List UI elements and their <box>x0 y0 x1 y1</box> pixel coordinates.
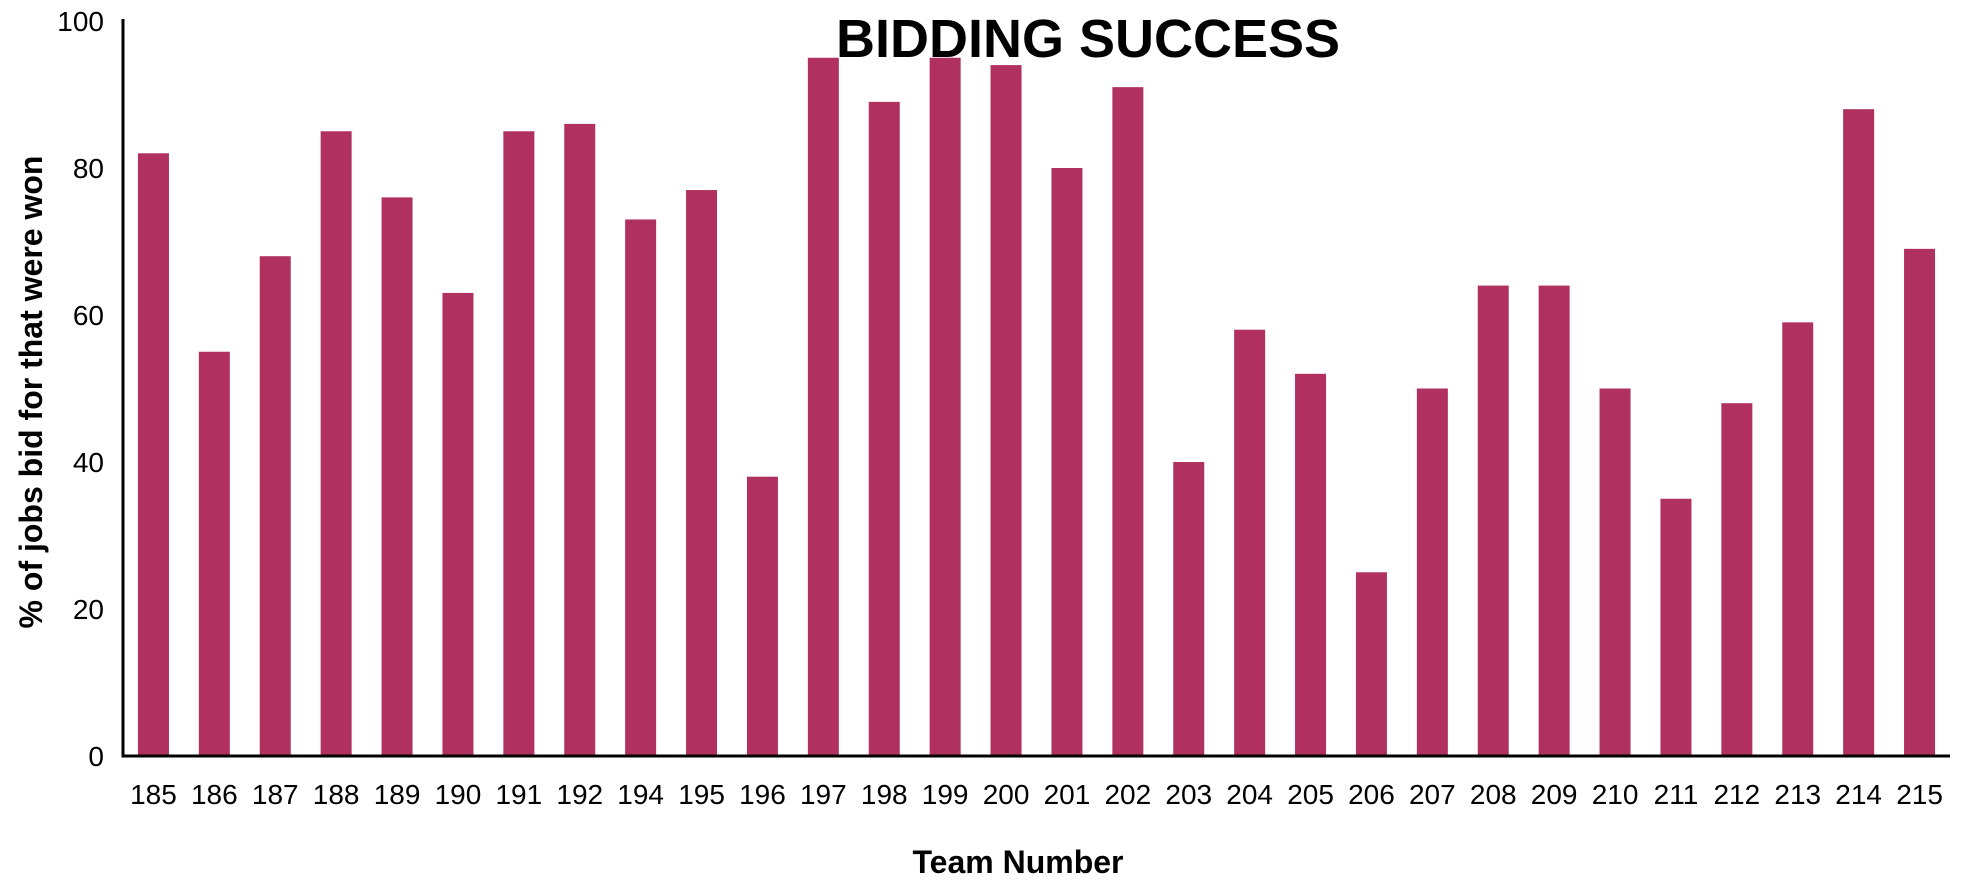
bar-213 <box>1782 322 1814 756</box>
x-tick-label: 198 <box>861 779 908 810</box>
x-tick-label: 186 <box>191 779 238 810</box>
x-tick-labels: 185 186 187 188 189 190 191 192 194 195 196 197 198 1… <box>130 779 1943 810</box>
x-tick-label: 185 <box>130 779 177 810</box>
x-tick-label: 187 <box>252 779 299 810</box>
bar-206 <box>1355 572 1387 756</box>
bar-187 <box>259 256 291 756</box>
y-tick-label: 100 <box>57 6 104 37</box>
x-tick-label: 199 <box>922 779 969 810</box>
y-tick-labels: 0 20 40 60 80 100 <box>57 6 104 772</box>
x-tick-label: 192 <box>556 779 603 810</box>
y-tick-label: 40 <box>73 447 104 478</box>
x-tick-label: 211 <box>1654 779 1699 810</box>
x-tick-label: 188 <box>313 779 360 810</box>
bar-192 <box>564 123 596 756</box>
bar-198 <box>868 101 900 757</box>
y-tick-label: 60 <box>73 300 104 331</box>
bar-207 <box>1416 388 1448 756</box>
bar-209 <box>1538 285 1570 756</box>
bar-201 <box>1051 168 1083 756</box>
bar-196 <box>746 476 778 756</box>
bar-215 <box>1904 248 1936 756</box>
bar-195 <box>686 190 718 757</box>
x-tick-label: 213 <box>1774 779 1821 810</box>
bar-214 <box>1843 109 1875 756</box>
bar-205 <box>1295 373 1327 756</box>
x-tick-label: 209 <box>1531 779 1578 810</box>
bar-185 <box>137 153 169 757</box>
bar-208 <box>1477 285 1509 756</box>
bar-210 <box>1599 388 1631 756</box>
x-tick-label: 207 <box>1409 779 1456 810</box>
x-tick-label: 214 <box>1835 779 1882 810</box>
x-tick-label: 201 <box>1044 779 1091 810</box>
x-tick-label: 195 <box>678 779 725 810</box>
y-axis-title: % of jobs bid for that were won <box>13 156 49 629</box>
bar-188 <box>320 131 352 756</box>
x-tick-label: 204 <box>1226 779 1273 810</box>
bar-202 <box>1112 87 1144 756</box>
x-tick-label: 191 <box>495 779 542 810</box>
x-tick-label: 215 <box>1896 779 1943 810</box>
bar-189 <box>381 197 413 756</box>
bar-211 <box>1660 498 1692 756</box>
bar-197 <box>807 57 839 756</box>
x-tick-label: 202 <box>1104 779 1151 810</box>
x-tick-label: 206 <box>1348 779 1395 810</box>
x-tick-label: 210 <box>1592 779 1639 810</box>
bar-199 <box>929 57 961 756</box>
bars-group <box>137 57 1936 757</box>
x-tick-label: 212 <box>1713 779 1760 810</box>
bar-191 <box>503 131 535 756</box>
bar-190 <box>442 292 474 756</box>
bar-203 <box>1173 462 1205 756</box>
x-tick-label: 197 <box>800 779 847 810</box>
chart-title: BIDDING SUCCESS <box>836 9 1340 69</box>
x-tick-label: 208 <box>1470 779 1517 810</box>
x-tick-label: 194 <box>617 779 664 810</box>
bar-186 <box>198 351 230 756</box>
y-tick-label: 80 <box>73 153 104 184</box>
bar-204 <box>1234 329 1266 756</box>
x-tick-label: 203 <box>1165 779 1212 810</box>
x-tick-label: 190 <box>435 779 482 810</box>
bar-194 <box>625 219 657 756</box>
y-tick-label: 0 <box>88 741 104 772</box>
x-axis-title: Team Number <box>912 844 1123 880</box>
x-tick-label: 205 <box>1287 779 1334 810</box>
x-tick-label: 196 <box>739 779 786 810</box>
bar-212 <box>1721 403 1753 756</box>
y-tick-label: 20 <box>73 594 104 625</box>
bar-200 <box>990 65 1022 757</box>
x-tick-label: 189 <box>374 779 421 810</box>
x-tick-label: 200 <box>983 779 1030 810</box>
